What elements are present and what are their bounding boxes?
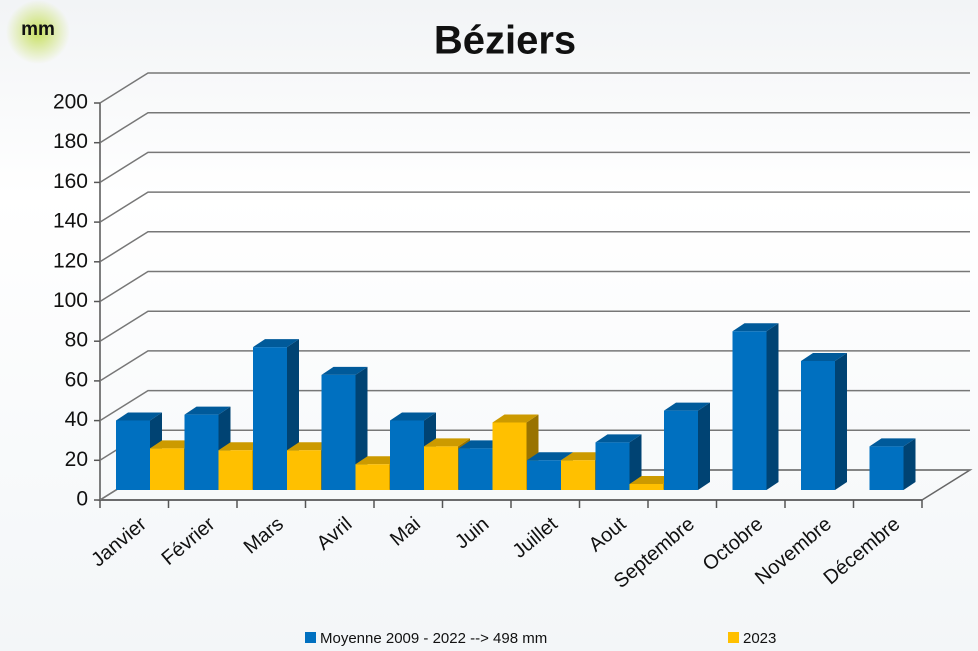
bar-face xyxy=(253,347,287,490)
grid-line xyxy=(99,72,970,104)
grid-line xyxy=(99,231,970,263)
grid-line xyxy=(99,270,970,303)
legend-swatch xyxy=(305,632,316,643)
legend-swatch xyxy=(728,632,739,643)
bar-face xyxy=(492,422,527,490)
bar xyxy=(664,402,710,490)
bar-face xyxy=(835,352,847,490)
bar-face xyxy=(869,438,916,447)
bar xyxy=(595,434,642,490)
y-tick-label: 40 xyxy=(65,408,88,431)
bar xyxy=(732,323,779,490)
bar-face xyxy=(321,366,368,375)
bar-face xyxy=(629,484,664,490)
y-tick-label: 80 xyxy=(65,329,88,352)
bar xyxy=(801,352,847,490)
chart-title: Béziers xyxy=(434,19,576,63)
y-tick-label: 200 xyxy=(53,91,88,114)
grid-line xyxy=(99,310,970,342)
bar-face xyxy=(253,339,299,348)
bar-face xyxy=(287,450,321,490)
glow xyxy=(6,0,70,64)
bar-face xyxy=(424,446,458,490)
bar-face xyxy=(390,420,424,490)
bar-face xyxy=(218,450,253,490)
bar-face xyxy=(801,352,847,361)
y-tick-label: 120 xyxy=(53,249,88,272)
bar-face xyxy=(698,402,710,490)
bar-face xyxy=(869,446,904,490)
bar-face xyxy=(527,460,561,490)
bar-face xyxy=(458,448,493,490)
legend-label: 2023 xyxy=(743,630,776,647)
y-axis-label: mm xyxy=(21,19,55,40)
bar xyxy=(869,438,916,490)
bar-face xyxy=(184,406,231,415)
bar-face xyxy=(801,360,835,490)
bar-face xyxy=(492,414,539,423)
bar xyxy=(321,366,368,490)
bar-face xyxy=(527,452,573,461)
bar-face xyxy=(116,420,150,490)
grid-line xyxy=(99,191,970,223)
y-tick-label: 140 xyxy=(53,210,88,233)
grid-line xyxy=(99,350,970,382)
bar-face xyxy=(629,434,642,490)
y-tick-label: 100 xyxy=(53,289,88,312)
grid-line xyxy=(99,151,970,184)
bar-face xyxy=(732,331,767,490)
bar-face xyxy=(561,460,595,490)
bar-face xyxy=(664,410,698,490)
bar-face xyxy=(355,464,390,490)
y-tick-label: 0 xyxy=(76,488,88,511)
grid-line xyxy=(99,111,970,144)
bar-face xyxy=(321,374,356,490)
bar-face xyxy=(390,412,436,421)
grid-line xyxy=(99,389,970,422)
y-tick-label: 60 xyxy=(65,368,88,391)
bar-face xyxy=(595,434,642,443)
y-tick-label: 180 xyxy=(53,130,88,153)
bar-face xyxy=(424,438,470,447)
legend-label: Moyenne 2009 - 2022 --> 498 mm xyxy=(320,630,547,647)
bar-face xyxy=(116,412,162,421)
bar xyxy=(492,414,539,490)
y-tick-label: 20 xyxy=(65,448,88,471)
bar-face xyxy=(595,442,630,490)
bar-face xyxy=(664,402,710,411)
bar-face xyxy=(766,323,779,490)
bar-face xyxy=(150,448,184,490)
y-tick-label: 160 xyxy=(53,170,88,193)
bar-face xyxy=(732,323,779,332)
bar-face xyxy=(903,438,916,490)
bar-face xyxy=(184,414,219,490)
